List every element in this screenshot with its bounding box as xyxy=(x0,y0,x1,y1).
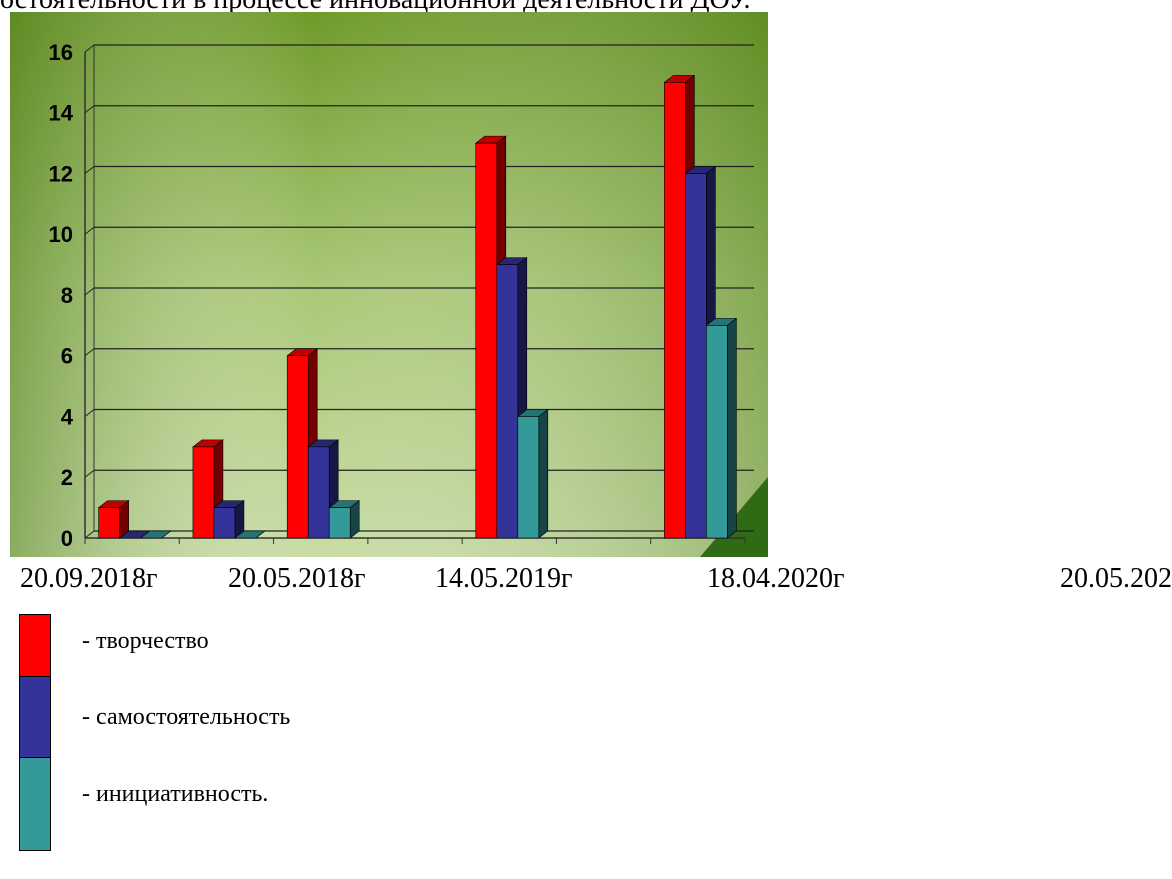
legend-swatch xyxy=(20,615,50,677)
bar xyxy=(99,508,120,538)
y-tick-label: 10 xyxy=(49,222,73,247)
category-label: 20.09.2018г xyxy=(20,563,157,595)
y-tick-label: 16 xyxy=(49,40,73,65)
bar xyxy=(308,447,329,538)
bar xyxy=(518,417,539,539)
bar xyxy=(664,82,685,538)
chart: 0 2 4 6 8 10 12 14 16 xyxy=(10,12,768,557)
category-label: 20.05.2021г xyxy=(1060,563,1172,595)
bar xyxy=(329,508,350,538)
bar xyxy=(497,265,518,538)
y-tick-label: 2 xyxy=(61,465,73,490)
legend-label: - самостоятельность xyxy=(82,704,290,731)
bar xyxy=(287,356,308,538)
legend-swatch xyxy=(20,677,50,758)
bar xyxy=(706,325,727,538)
category-label: 20.05.2018г xyxy=(228,563,365,595)
y-tick-label: 14 xyxy=(49,101,74,126)
y-tick-label: 6 xyxy=(61,344,73,369)
bar xyxy=(476,143,497,538)
bar xyxy=(193,447,214,538)
legend-swatch xyxy=(20,758,50,850)
bar-side xyxy=(727,318,736,538)
bar xyxy=(685,174,706,539)
category-label: 18.04.2020г xyxy=(707,563,844,595)
y-tick-label: 4 xyxy=(61,404,74,429)
page: {"chart_data": {"type": "bar", "title": … xyxy=(0,0,1172,879)
y-tick-label: 8 xyxy=(61,283,73,308)
y-tick-label: 12 xyxy=(49,161,73,186)
chart-background-shade xyxy=(10,12,768,557)
bar-side xyxy=(539,410,548,539)
legend-label: - инициативность. xyxy=(82,781,268,808)
bar xyxy=(214,508,235,538)
category-label: 14.05.2019г xyxy=(435,563,572,595)
y-tick-label: 0 xyxy=(61,526,73,551)
legend-label: - творчество xyxy=(82,628,209,655)
